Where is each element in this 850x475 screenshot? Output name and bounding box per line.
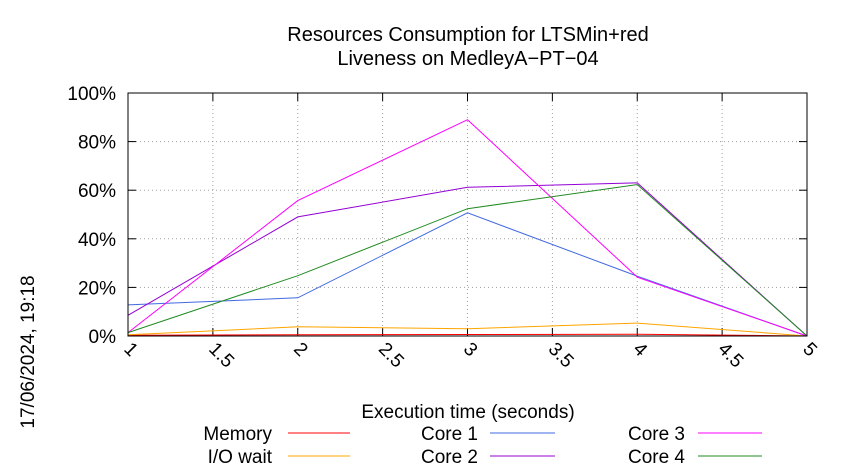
legend-label-core-3: Core 3 (628, 424, 685, 445)
legend-label-core-1: Core 1 (421, 424, 478, 445)
y-tick-label: 0% (89, 327, 117, 348)
x-tick-label: 3.5 (544, 339, 578, 373)
series-line-core-2 (127, 182, 808, 337)
y-tick-label: 40% (78, 230, 116, 251)
y-tick-label: 80% (78, 133, 116, 154)
chart-title-line-2: Liveness on MedleyA−PT−04 (337, 48, 598, 70)
x-tick-label: 4 (629, 339, 652, 362)
series-line-core-4 (127, 184, 808, 337)
series-line-core-1 (127, 212, 808, 337)
x-axis-label: Execution time (seconds) (361, 402, 574, 423)
x-tick-label: 1 (119, 339, 141, 361)
y-axis-ticks: 0% 20% 40% 60% 80% 100% (67, 84, 807, 348)
legend-label-memory: Memory (203, 424, 272, 445)
x-tick-label: 2.5 (374, 339, 408, 373)
y-tick-label: 100% (67, 84, 116, 105)
x-tick-label: 2 (289, 339, 311, 361)
x-tick-label: 4.5 (714, 339, 748, 373)
chart-title-line-1: Resources Consumption for LTSMin+red (287, 24, 648, 46)
timestamp: 17/06/2024, 19:18 (18, 275, 39, 428)
series-lines (127, 119, 808, 337)
y-tick-label: 20% (78, 278, 116, 299)
grid (128, 93, 807, 336)
x-tick-label: 3 (459, 339, 481, 361)
y-tick-label: 60% (78, 181, 116, 202)
legend-label-i-o-wait: I/O wait (208, 447, 273, 468)
series-line-i-o-wait (127, 322, 808, 337)
series-line-memory (127, 333, 808, 337)
x-tick-label: 1.5 (204, 339, 238, 373)
legend-label-core-4: Core 4 (628, 447, 685, 468)
x-tick-label: 5 (798, 339, 820, 361)
legend-label-core-2: Core 2 (421, 447, 478, 468)
plot-frame (127, 92, 808, 337)
series-line-core-3 (127, 119, 808, 337)
